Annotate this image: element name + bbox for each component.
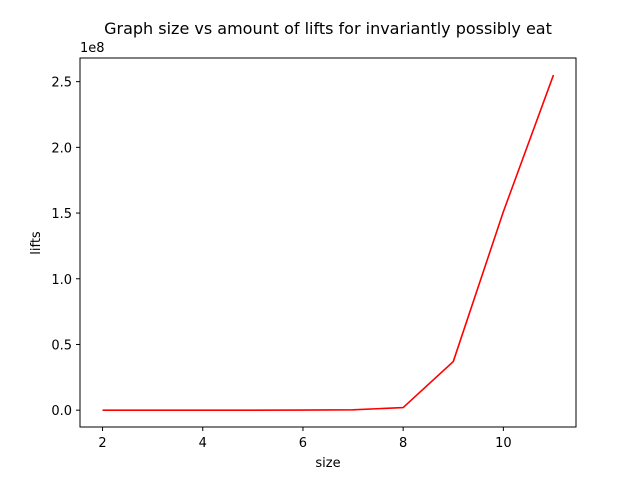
x-tick-label: 6 bbox=[299, 436, 307, 451]
y-axis-label: lifts bbox=[29, 231, 44, 255]
plot-series-layer bbox=[102, 74, 555, 411]
y-offset-label: 1e8 bbox=[80, 41, 105, 56]
y-tick-label: 2.5 bbox=[51, 76, 72, 91]
x-tick-label: 4 bbox=[199, 436, 207, 451]
plot-frame bbox=[79, 57, 577, 428]
chart-title: Graph size vs amount of lifts for invari… bbox=[104, 19, 552, 38]
x-tick-label: 2 bbox=[98, 436, 106, 451]
y-tick-label: 2.0 bbox=[51, 141, 72, 156]
axis-ticks-layer: 2 4 6 8 10 0.0 0.5 1.0 1.5 2.0 2.5 bbox=[51, 76, 511, 451]
x-tick-label: 10 bbox=[495, 436, 512, 451]
x-tick-label: 8 bbox=[399, 436, 407, 451]
y-tick-label: 1.5 bbox=[51, 207, 72, 222]
series-line bbox=[102, 74, 555, 411]
y-tick-label: 0.5 bbox=[51, 338, 72, 353]
y-tick-label: 1.0 bbox=[51, 273, 72, 288]
y-tick-label: 0.0 bbox=[51, 404, 72, 419]
x-axis-label: size bbox=[315, 456, 340, 471]
